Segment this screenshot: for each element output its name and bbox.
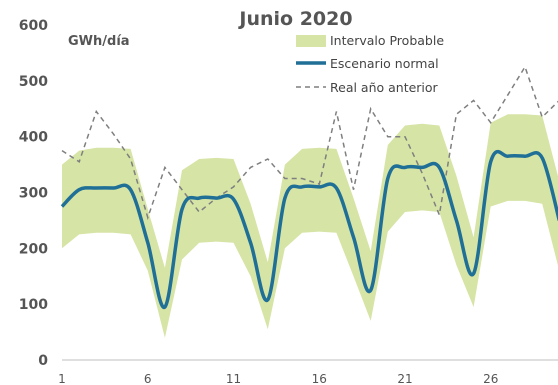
x-tick-label: 6 bbox=[144, 372, 152, 385]
y-tick-label: 0 bbox=[38, 353, 48, 369]
x-axis-ticks: 1 6 11 16 21 26 bbox=[58, 372, 498, 385]
plot-area bbox=[60, 65, 558, 338]
y-tick-label: 200 bbox=[19, 241, 48, 257]
x-tick-label: 16 bbox=[312, 372, 327, 385]
legend: Intervalo Probable Escenario normal Real… bbox=[296, 33, 444, 95]
y-tick-label: 400 bbox=[19, 130, 48, 146]
x-tick-label: 11 bbox=[226, 372, 241, 385]
series-escenario-line bbox=[60, 149, 558, 309]
y-unit-label: GWh/día bbox=[68, 34, 130, 49]
legend-label-real: Real año anterior bbox=[330, 80, 439, 95]
y-tick-label: 100 bbox=[19, 297, 48, 313]
y-axis-ticks: 0 100 200 300 400 500 600 bbox=[19, 18, 48, 369]
y-tick-label: 600 bbox=[19, 18, 48, 34]
series-real-line bbox=[61, 65, 558, 221]
y-tick-label: 300 bbox=[19, 186, 48, 202]
series-intervalo-band bbox=[62, 114, 558, 338]
y-tick-label: 500 bbox=[19, 74, 48, 90]
legend-label-intervalo: Intervalo Probable bbox=[330, 33, 444, 48]
x-tick-label: 26 bbox=[483, 372, 498, 385]
x-tick-label: 21 bbox=[397, 372, 412, 385]
x-tick-label: 1 bbox=[58, 372, 66, 385]
chart-title: Junio 2020 bbox=[237, 8, 352, 30]
legend-swatch-intervalo bbox=[296, 35, 326, 47]
legend-label-escenario: Escenario normal bbox=[330, 56, 439, 71]
